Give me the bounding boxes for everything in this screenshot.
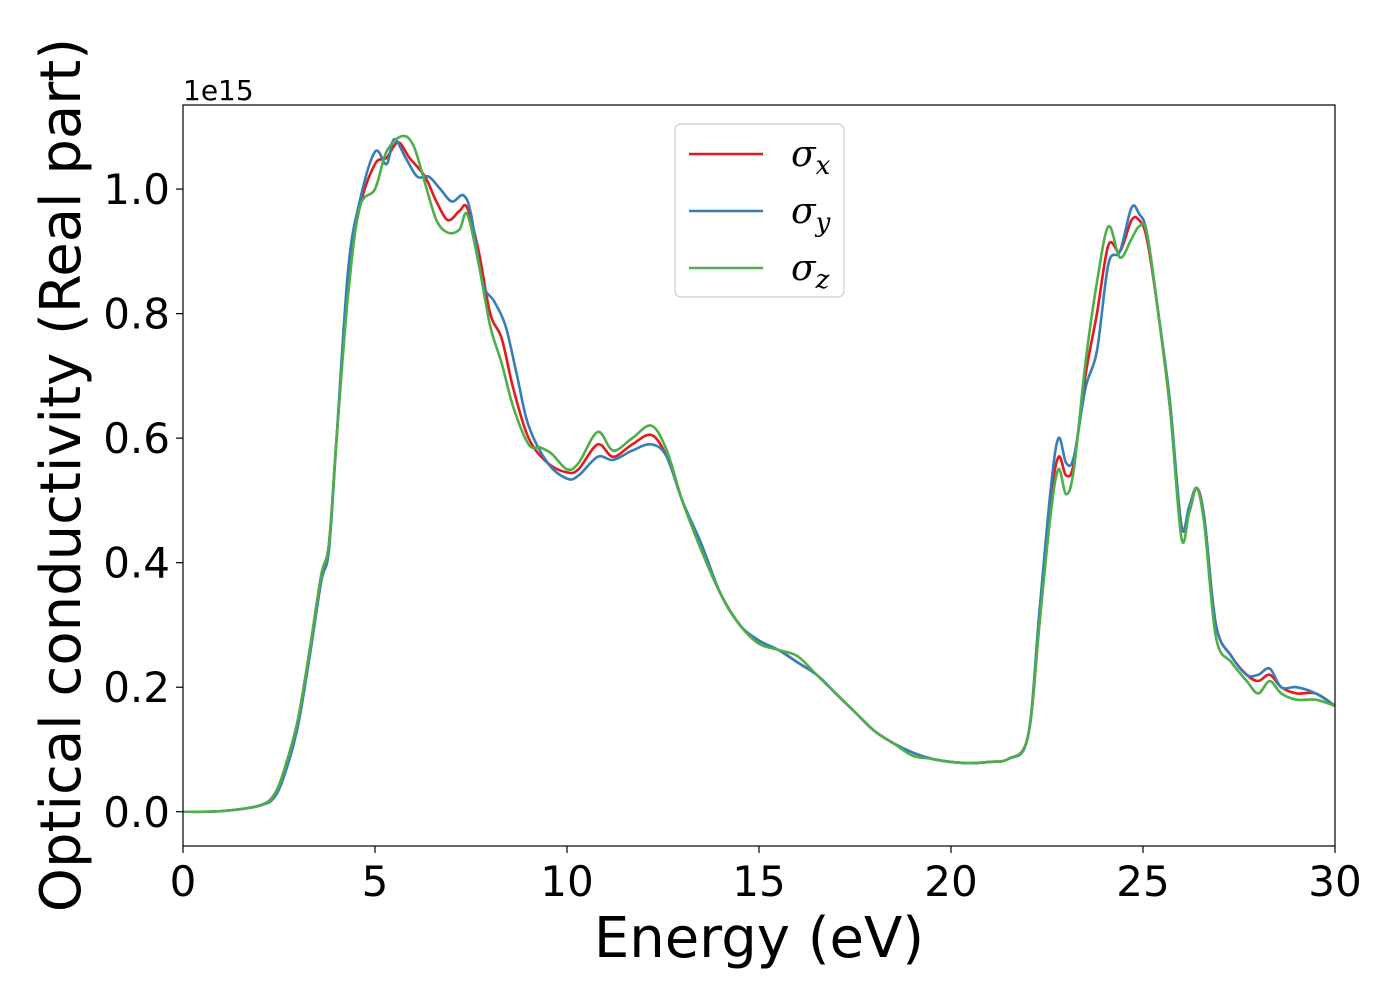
x-tick-label: 15 [732,857,785,906]
x-tick-label: 0 [170,857,197,906]
x-tick-label: 25 [1116,857,1169,906]
y-tick-label: 0.8 [103,290,170,339]
y-tick-label: 0.0 [103,788,170,837]
y-tick-label: 0.4 [103,539,170,588]
y-tick-label: 1.0 [103,165,170,214]
x-axis-title: Energy (eV) [594,906,924,971]
y-tick-label: 0.2 [103,663,170,712]
x-tick-label: 20 [924,857,977,906]
series-line-z [183,134,1335,814]
y-axis-title: Optical conductivity (Real part) [29,38,94,912]
y-tick-label: 0.6 [103,414,170,463]
x-tick-label: 10 [540,857,593,906]
x-axis-ticks: 0 5 10 15 20 25 30 [170,846,1362,906]
x-tick-label: 5 [362,857,389,906]
y-axis-ticks: 0.0 0.2 0.4 0.6 0.8 1.0 [103,165,183,837]
y-offset-label: 1e15 [183,74,254,107]
series-layer [183,134,1335,814]
x-tick-label: 30 [1308,857,1361,906]
